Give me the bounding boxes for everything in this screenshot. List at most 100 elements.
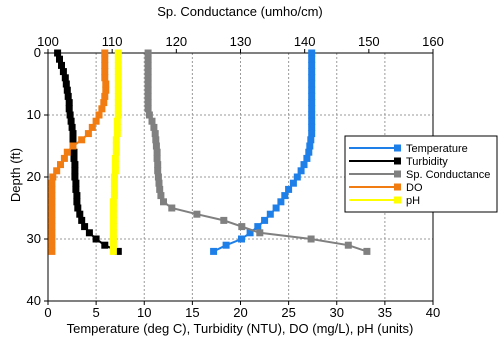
top-axis-title: Sp. Conductance (umho/cm) [157, 4, 322, 19]
data-point-turbidity [64, 92, 72, 100]
data-point-temperature [308, 61, 316, 69]
data-point-ph [114, 80, 122, 88]
data-point-sp-conductance [363, 247, 371, 255]
data-point-temperature [277, 198, 285, 206]
data-point-turbidity [62, 80, 70, 88]
data-point-sp-conductance [144, 92, 152, 100]
data-point-turbidity [69, 136, 77, 144]
top-axis-tick-label: 150 [358, 34, 380, 49]
data-point-sp-conductance [144, 55, 152, 63]
data-point-do [92, 117, 100, 125]
data-point-sp-conductance [145, 111, 153, 119]
data-point-temperature [308, 74, 316, 82]
data-point-ph [110, 192, 118, 200]
data-point-sp-conductance [144, 80, 152, 88]
data-point-ph [109, 216, 117, 224]
series-sp-conductance [144, 49, 371, 255]
data-point-ph [114, 92, 122, 100]
data-point-do [53, 167, 61, 175]
data-point-ph [114, 49, 122, 57]
data-point-ph [113, 130, 121, 138]
legend-label: Sp. Conductance [406, 169, 490, 181]
bottom-axis-tick-label: 25 [281, 305, 295, 320]
data-point-ph [109, 223, 117, 231]
legend-swatch-marker [394, 144, 401, 152]
data-point-sp-conductance [150, 123, 158, 131]
data-point-temperature [308, 92, 316, 100]
data-point-turbidity [69, 130, 77, 138]
data-point-temperature [266, 210, 274, 218]
data-point-do [49, 173, 57, 181]
legend-swatch-marker [394, 170, 401, 178]
data-point-ph [109, 241, 117, 249]
data-point-do [48, 198, 56, 206]
data-point-ph [113, 117, 121, 125]
left-axis-tick-label: 20 [27, 169, 41, 184]
legend-label: Turbidity [406, 156, 448, 168]
data-point-sp-conductance [154, 173, 162, 181]
data-point-turbidity [65, 99, 73, 107]
data-point-sp-conductance [156, 185, 164, 193]
data-point-temperature [308, 105, 316, 113]
data-point-do [95, 111, 103, 119]
bottom-axis-tick-label: 30 [330, 305, 344, 320]
legend-swatch-marker [394, 157, 401, 165]
data-point-temperature [210, 247, 218, 255]
data-point-ph [111, 167, 119, 175]
data-point-do [78, 136, 86, 144]
data-point-sp-conductance [144, 61, 152, 69]
data-point-turbidity [72, 185, 80, 193]
left-axis-tick-label: 10 [27, 107, 41, 122]
data-point-turbidity [66, 111, 74, 119]
data-point-temperature [308, 86, 316, 94]
data-point-ph [114, 55, 122, 63]
data-point-temperature [281, 192, 289, 200]
bottom-axis-tick-label: 0 [44, 305, 51, 320]
data-point-sp-conductance [151, 130, 159, 138]
data-point-ph [111, 161, 119, 169]
data-point-ph [114, 61, 122, 69]
data-point-do [98, 105, 106, 113]
data-point-do [102, 86, 110, 94]
data-point-ph [111, 154, 119, 162]
bottom-axis-tick-label: 20 [233, 305, 247, 320]
data-point-do [57, 161, 64, 169]
data-point-ph [114, 74, 122, 82]
data-point-turbidity [71, 173, 79, 181]
data-point-sp-conductance [154, 161, 162, 169]
series-layer [48, 49, 371, 255]
data-point-temperature [238, 235, 245, 243]
data-point-do [101, 92, 109, 100]
data-point-turbidity [63, 86, 71, 94]
series-turbidity [54, 49, 122, 255]
data-point-temperature [261, 216, 269, 224]
series-do [48, 49, 110, 255]
data-point-sp-conductance [344, 241, 352, 249]
axis-ticks: 0 5 10 15 20 25 30 35 40 100 110 120 130 140 150 160 0 10… [27, 34, 444, 320]
data-point-do [84, 130, 92, 138]
legend-entry-temperature: Temperature [349, 143, 468, 155]
data-point-sp-conductance [144, 99, 152, 107]
data-point-turbidity [70, 154, 78, 162]
top-axis-tick-label: 160 [422, 34, 444, 49]
series-ph [109, 49, 122, 255]
data-point-do [48, 192, 56, 200]
legend-entry-turbidity: Turbidity [349, 156, 448, 168]
data-point-temperature [300, 161, 308, 169]
data-point-do [88, 123, 96, 131]
data-point-turbidity [101, 241, 109, 249]
data-point-turbidity [81, 223, 89, 231]
data-point-do [101, 74, 109, 82]
data-point-turbidity [54, 49, 62, 57]
legend-swatch-marker [394, 183, 401, 191]
data-point-ph [112, 142, 120, 150]
data-point-sp-conductance [144, 105, 152, 113]
data-point-do [48, 229, 56, 237]
data-point-do [48, 247, 56, 255]
data-point-ph [113, 123, 121, 131]
data-point-ph [114, 99, 122, 107]
left-axis-tick-label: 0 [34, 45, 41, 60]
data-point-sp-conductance [307, 235, 315, 243]
